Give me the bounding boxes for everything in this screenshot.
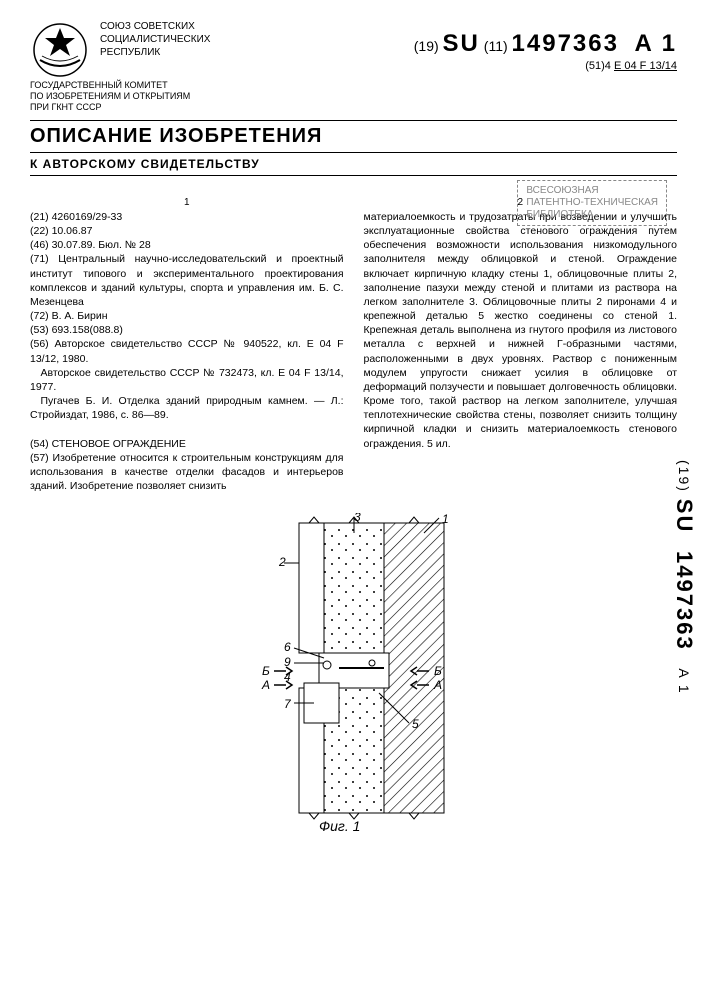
- figure-1: 3 1 2 6 9 4 7 5 Б А Б А Фиг. 1: [30, 513, 677, 836]
- fig-label-a1: А: [261, 678, 270, 692]
- fig-label-5: 5: [412, 717, 419, 731]
- field-71: (71) Центральный научно-исследовательски…: [30, 252, 344, 309]
- fig-label-7: 7: [284, 697, 292, 711]
- fig-label-b1: Б: [262, 664, 270, 678]
- fig-label-2: 2: [278, 555, 286, 569]
- field-54: (54) СТЕНОВОЕ ОГРАЖДЕНИЕ: [30, 437, 344, 451]
- union-label: СОЮЗ СОВЕТСКИХ СОЦИАЛИСТИЧЕСКИХ РЕСПУБЛИ…: [100, 20, 210, 59]
- publication-code: (19) SU (11) 1497363 A 1: [414, 30, 677, 58]
- column-1: 1 (21) 4260169/29-33 (22) 10.06.87 (46) …: [30, 196, 344, 493]
- fig-label-4: 4: [284, 670, 291, 684]
- column-2: 2 материалоемкость и трудозатраты при во…: [364, 196, 678, 493]
- figure-caption: Фиг. 1: [319, 818, 360, 833]
- field-21: (21) 4260169/29-33: [30, 210, 344, 224]
- doc-subtitle: К АВТОРСКОМУ СВИДЕТЕЛЬСТВУ: [30, 157, 677, 171]
- side-publication-code: (19) SU 1497363 A 1: [671, 460, 697, 695]
- divider: [30, 175, 677, 176]
- fig-label-9: 9: [284, 655, 291, 669]
- field-56b: Авторское свидетельство СССР № 732473, к…: [30, 366, 344, 394]
- doc-title: ОПИСАНИЕ ИЗОБРЕТЕНИЯ: [30, 125, 677, 148]
- field-22: (22) 10.06.87: [30, 224, 344, 238]
- abstract-text: материалоемкость и трудозатраты при возв…: [364, 210, 678, 451]
- kind-code: A 1: [635, 30, 677, 57]
- fig-label-a2: А: [433, 678, 442, 692]
- figure-svg: 3 1 2 6 9 4 7 5 Б А Б А Фиг. 1: [224, 513, 484, 833]
- fig-label-6: 6: [284, 640, 291, 654]
- doc-number: 1497363: [512, 30, 619, 57]
- library-stamp: ВСЕСОЮЗНАЯ ПАТЕНТНО-ТЕХНИЧЕСКАЯ БИБЛИОТЕ…: [517, 180, 667, 226]
- field-56a: (56) Авторское свидетельство СССР № 9405…: [30, 337, 344, 365]
- divider: [30, 120, 677, 121]
- field-46: (46) 30.07.89. Бюл. № 28: [30, 238, 344, 252]
- body-columns: 1 (21) 4260169/29-33 (22) 10.06.87 (46) …: [30, 196, 677, 493]
- state-emblem: [30, 20, 90, 80]
- country-prefix: (19): [414, 38, 439, 54]
- col-number: 1: [30, 196, 344, 210]
- field-57: (57) Изобретение относится к строительны…: [30, 451, 344, 494]
- field-72: (72) В. А. Бирин: [30, 309, 344, 323]
- fig-label-b2: Б: [434, 664, 442, 678]
- field-56c: Пугачев Б. И. Отделка зданий природным к…: [30, 394, 344, 422]
- ipc-class: (51)4 E 04 F 13/14: [30, 60, 677, 72]
- country-code: SU: [443, 30, 480, 57]
- fig-label-1: 1: [442, 513, 449, 526]
- doc-prefix: (11): [484, 38, 508, 54]
- committee-label: ГОСУДАРСТВЕННЫЙ КОМИТЕТ ПО ИЗОБРЕТЕНИЯМ …: [30, 80, 677, 112]
- field-53: (53) 693.158(088.8): [30, 323, 344, 337]
- divider: [30, 152, 677, 153]
